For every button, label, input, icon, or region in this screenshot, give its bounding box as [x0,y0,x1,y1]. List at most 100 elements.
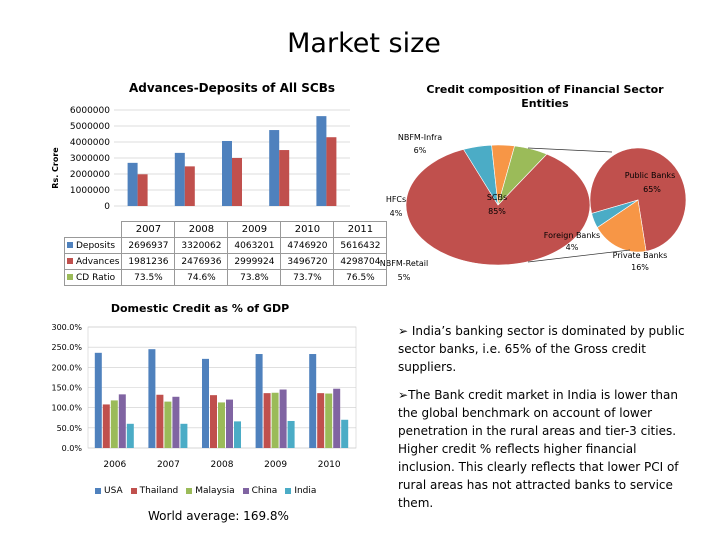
legend-swatch [95,487,101,494]
legend-swatch [67,258,73,264]
bar-malaysia [325,393,333,448]
table-row: Advances 1981236 2476936 2999924 3496720 4298… [63,253,388,270]
legend-label: USA [104,486,123,496]
bar-china [333,388,341,448]
data-label: 4063201 [227,237,282,254]
bar-india [126,423,134,448]
slice-value: 4% [390,209,403,218]
page-title: Market size [287,28,441,59]
legend-swatch [67,274,73,280]
series-legend-cell: Deposits [63,237,123,254]
legend-swatch [285,487,292,494]
y-tick-label: 0 [104,202,110,212]
bar-china [172,396,180,448]
x-tick-label: 2006 [103,460,126,470]
sub-pie-slice-foreign-banks [591,199,639,228]
slice-value: 6% [414,146,427,155]
bar-deposits [269,130,280,206]
legend-item: Malaysia [186,486,235,496]
x-tick-label: 2009 [264,460,287,470]
bar-china [118,394,126,448]
bar-thailand [317,393,325,448]
bar-advances [279,150,290,206]
y-tick-label: 4000000 [70,138,110,148]
bullet-list: ➢ India’s banking sector is dominated by… [398,322,688,522]
x-tick-label: 2008 [211,460,234,470]
legend-item: USA [95,486,123,496]
x-tick-label: 2007 [121,221,176,238]
slice-label: NBFM-Infra [398,133,442,142]
bar-usa [202,358,209,448]
chart-title: Advances-Deposits of All SCBs [129,81,335,95]
bar-malaysia [218,402,225,448]
data-label: 3320062 [174,237,229,254]
bar-usa [309,354,317,448]
bar-advances [184,166,195,206]
bar-malaysia [271,392,279,448]
data-label: 2696937 [121,237,176,254]
legend-item: India [285,486,316,496]
y-tick-label: 0.0% [62,444,83,453]
bar-india [341,419,349,448]
data-label: 3496720 [280,253,335,270]
slice-label: HFCs [386,195,406,204]
slice-label: SCBs [487,193,507,202]
slice-value: 4% [566,243,579,252]
world-average-note: World average: 169.8% [148,509,289,523]
data-label: 73.5% [121,269,176,286]
slice-label: Foreign Banks [544,231,600,240]
legend-label: Malaysia [195,486,235,496]
x-tick-label: 2007 [157,460,180,470]
y-tick-label: 100.0% [51,404,82,413]
bar-thailand [156,394,164,448]
bar-advances [326,137,337,206]
bar-india [287,420,295,448]
slice-value: 85% [488,207,506,216]
y-tick-label: 50.0% [57,424,83,433]
legend-label: India [294,486,317,496]
advances-deposits-chart: Advances-Deposits of All SCBs Rs. Crore 60… [51,81,350,212]
slice-value: 65% [643,185,661,194]
bar-deposits [316,116,327,206]
data-label: 5616432 [333,237,388,254]
legend-swatch [67,242,73,248]
x-tick-label: 2010 [280,221,335,238]
bar-thailand [210,395,217,448]
bar-usa [94,352,102,448]
bar-deposits [127,162,138,206]
table-row: CD Ratio 73.5% 74.6% 73.8% 73.7% 76.5% [63,269,388,286]
bar-deposits [222,140,232,206]
series-legend-cell: CD Ratio [63,269,123,286]
bullet-1: ➢ India’s banking sector is dominated by… [398,324,685,374]
legend-swatch [242,487,249,494]
data-label: 1981236 [121,253,176,270]
pie-slice-nbfm-infra [497,145,548,206]
bar-thailand [102,404,110,448]
data-label: 4746920 [280,237,335,254]
legend-swatch [186,487,193,494]
bullet-2: ➢The Bank credit market in India is lowe… [398,388,679,510]
sub-pie-slice-public-banks [589,147,687,252]
chart-title-line1: Credit composition of Financial Sector [426,83,664,96]
legend-label: Thailand [139,486,179,496]
bar-china [226,399,233,448]
bullet-arrow-icon: ➢ [398,324,412,338]
legend-item: China [242,486,278,496]
data-label: 76.5% [333,269,388,286]
legend-label: China [251,486,278,496]
y-tick-label: 2000000 [70,170,110,180]
chart-title-line2: Entities [521,97,569,110]
y-tick-label: 1000000 [70,186,110,196]
bullet-arrow-icon: ➢ [398,388,409,402]
bar-usa [255,354,263,448]
advances-data-table: 2007 2008 2009 2010 2011 Deposits 2696937 33200… [63,221,388,286]
bar-china [279,389,287,448]
y-tick-label: 200.0% [51,363,82,372]
x-tick-label: 2008 [174,221,229,238]
bar-advances [137,174,148,206]
slice-value: 16% [631,263,649,272]
y-tick-label: 5000000 [70,122,110,132]
bar-thailand [263,393,271,448]
slice-value: 5% [398,273,411,282]
